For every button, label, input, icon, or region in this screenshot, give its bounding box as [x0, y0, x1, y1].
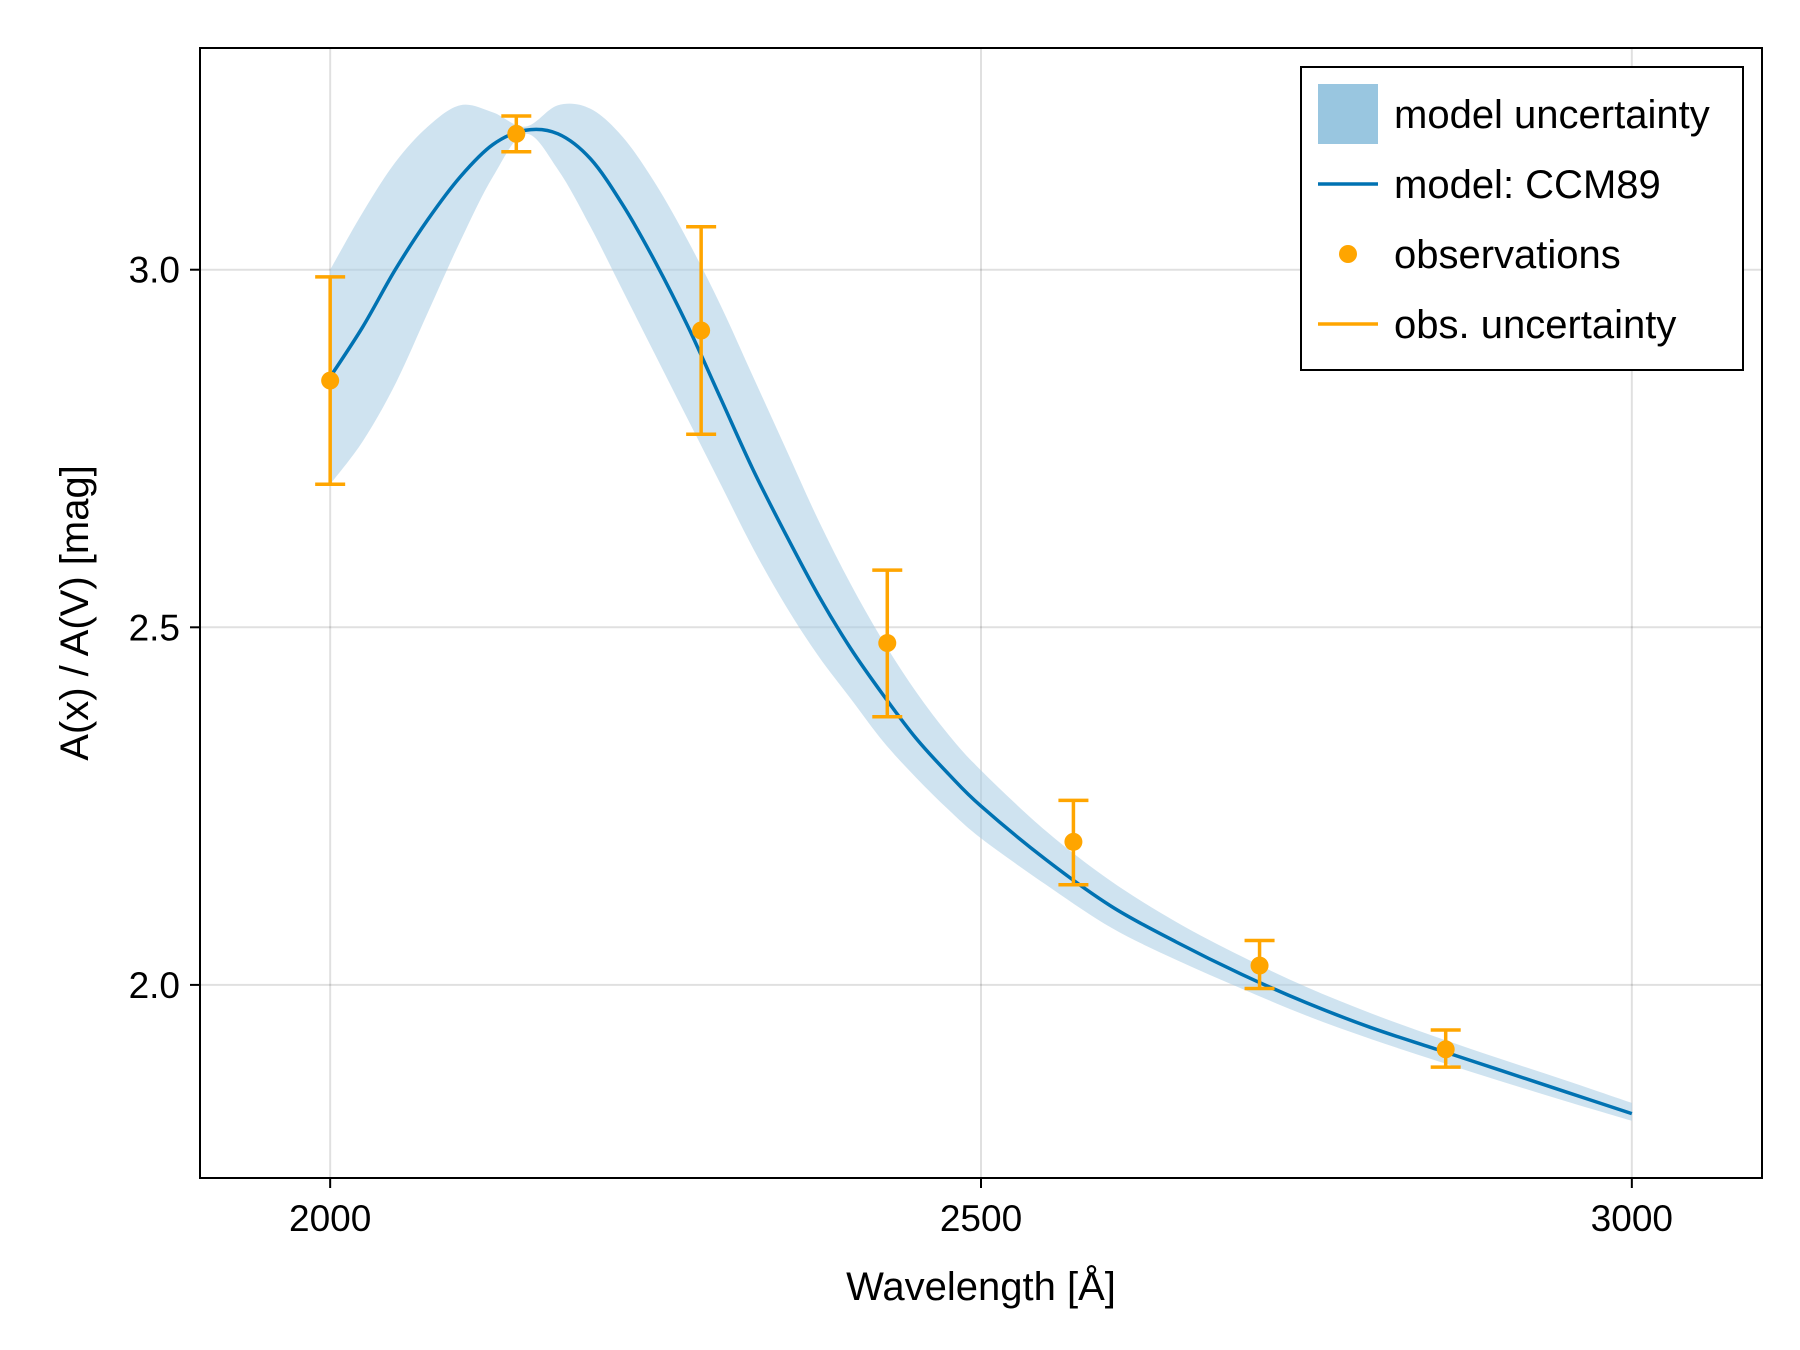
legend: model uncertainty model: CCM89 observati… — [1300, 66, 1744, 371]
legend-swatch-band — [1318, 84, 1378, 144]
observation-point-1 — [507, 124, 526, 143]
observation-points — [321, 124, 1455, 1059]
x-axis-label: Wavelength [Å] — [846, 1264, 1116, 1309]
legend-swatch-observations — [1339, 245, 1357, 263]
x-tick-label-0: 2000 — [289, 1198, 371, 1239]
y-tick-label-2: 3.0 — [129, 250, 180, 291]
observation-point-3 — [878, 634, 897, 653]
observation-point-4 — [1064, 832, 1083, 851]
observation-point-6 — [1436, 1040, 1455, 1059]
y-axis-label: A(x) / A(V) [mag] — [53, 465, 97, 761]
observation-point-2 — [692, 321, 711, 340]
observation-point-0 — [321, 371, 340, 390]
x-axis-ticks: 2000 2500 3000 — [289, 1178, 1673, 1239]
x-tick-label-1: 2500 — [940, 1198, 1022, 1239]
y-tick-label-1: 2.5 — [129, 607, 180, 648]
observation-point-5 — [1250, 956, 1269, 975]
y-axis-ticks: 2.0 2.5 3.0 — [129, 250, 200, 1006]
model-ccm89-line — [328, 127, 1633, 1116]
legend-label-observations: observations — [1394, 233, 1621, 277]
legend-label-model: model: CCM89 — [1394, 163, 1661, 207]
model-uncertainty-area — [330, 103, 1632, 1121]
legend-label-model-uncertainty: model uncertainty — [1394, 93, 1710, 137]
model-uncertainty-band — [330, 103, 1632, 1121]
y-tick-label-0: 2.0 — [129, 965, 180, 1006]
x-tick-label-2: 3000 — [1591, 1198, 1673, 1239]
legend-label-obs-uncertainty: obs. uncertainty — [1394, 303, 1676, 347]
model-curve — [328, 127, 1633, 1116]
